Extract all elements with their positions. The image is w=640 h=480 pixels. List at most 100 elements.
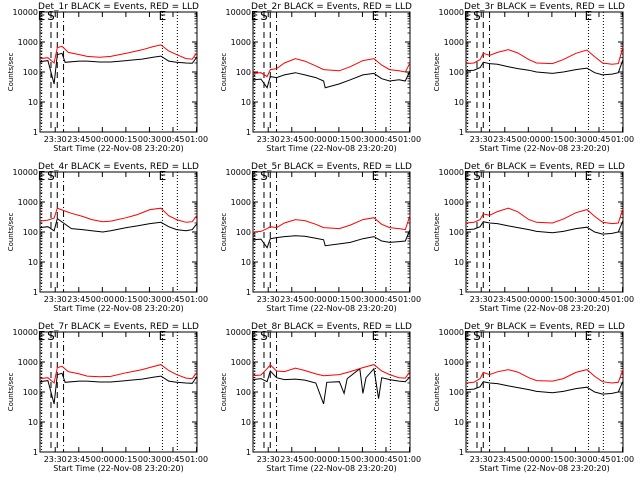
x-tick-label: 00:30 [138, 455, 161, 464]
events-series-line [465, 59, 624, 76]
x-tick-label: 00:45 [161, 135, 184, 144]
x-tick-label: 00:15 [540, 455, 563, 464]
time-marker-label: E [372, 9, 380, 23]
x-tick-label: 23:45 [280, 135, 303, 144]
y-tick-label: 1 [33, 288, 38, 297]
time-marker-label: S [473, 9, 481, 23]
events-series-line [252, 70, 411, 89]
x-tick-label: 00:45 [587, 455, 610, 464]
time-marker-label: E [159, 329, 167, 343]
y-tick-label: 10 [454, 98, 464, 107]
x-tick-label: 00:30 [564, 295, 587, 304]
x-tick-label: 00:15 [327, 135, 350, 144]
detector-panel-6: Det_6r BLACK = Events, RED = LLD 1 10 100 10… [433, 162, 634, 313]
x-tick-label: 01:00 [398, 295, 421, 304]
panel-title: Det_4r BLACK = Events, RED = LLD [38, 162, 199, 172]
time-marker-label: E [585, 329, 593, 343]
x-tick-label: 23:30 [470, 455, 493, 464]
x-tick-label: 23:45 [493, 455, 516, 464]
y-tick-label: 100 [236, 228, 251, 237]
time-marker-label: S [260, 329, 268, 343]
y-tick-label: 1 [459, 288, 464, 297]
x-tick-label: 00:00 [304, 135, 327, 144]
events-series-line [39, 372, 198, 405]
x-tick-label: 00:15 [327, 295, 350, 304]
time-marker-label: E [38, 329, 46, 343]
x-tick-label: 00:15 [540, 295, 563, 304]
time-marker-label: S [47, 329, 55, 343]
events-series-line [252, 367, 411, 405]
x-tick-label: 23:45 [67, 135, 90, 144]
x-tick-label: 23:30 [470, 295, 493, 304]
time-marker-label: E [251, 329, 259, 343]
time-marker-label: S [473, 169, 481, 183]
x-axis-label: Start Time (22-Nov-08 23:20:20) [479, 144, 609, 153]
x-tick-label: 01:00 [185, 295, 208, 304]
detector-panel-8: Det_8r BLACK = Events, RED = LLD 1 10 100 10… [220, 322, 421, 473]
time-marker-label: E [464, 9, 472, 23]
x-tick-label: 00:45 [374, 135, 397, 144]
x-axis-label: Start Time (22-Nov-08 23:20:20) [53, 144, 183, 153]
y-tick-label: 10 [241, 98, 251, 107]
x-tick-label: 00:00 [91, 295, 114, 304]
time-marker-label: S [260, 9, 268, 23]
lld-series-line [465, 369, 624, 384]
events-series-line [39, 52, 198, 85]
y-tick-label: 100 [236, 388, 251, 397]
x-tick-label: 00:15 [114, 295, 137, 304]
y-tick-label: 10000 [13, 168, 38, 177]
x-tick-label: 00:00 [517, 135, 540, 144]
x-tick-label: 23:30 [470, 135, 493, 144]
panel-title: Det_1r BLACK = Events, RED = LLD [38, 2, 199, 12]
x-tick-label: 23:30 [257, 455, 280, 464]
x-tick-label: 00:15 [327, 455, 350, 464]
time-marker-label: E [38, 169, 46, 183]
events-series-line [39, 217, 198, 233]
x-tick-label: 00:45 [374, 295, 397, 304]
y-tick-label: 1000 [444, 38, 464, 47]
x-tick-label: 23:45 [493, 295, 516, 304]
y-axis-label: Counts/sec [220, 373, 228, 412]
detector-panel-3: Det_3r BLACK = Events, RED = LLD 1 10 100 10… [433, 2, 634, 153]
panel-title: Det_8r BLACK = Events, RED = LLD [251, 322, 412, 332]
x-tick-label: 23:45 [67, 455, 90, 464]
panel-title: Det_5r BLACK = Events, RED = LLD [251, 162, 412, 172]
x-tick-label: 23:45 [493, 135, 516, 144]
detector-panel-1: Det_1r BLACK = Events, RED = LLD 1 10 100 10… [7, 2, 208, 153]
events-series-line [252, 229, 411, 249]
y-tick-label: 10 [454, 418, 464, 427]
time-marker-label: E [585, 169, 593, 183]
lld-series-line [252, 364, 411, 379]
x-tick-label: 23:30 [257, 295, 280, 304]
y-tick-label: 1000 [444, 358, 464, 367]
lld-series-line [39, 44, 198, 64]
x-tick-label: 00:00 [91, 455, 114, 464]
y-tick-label: 1 [33, 448, 38, 457]
lld-series-line [39, 207, 198, 223]
x-axis-label: Start Time (22-Nov-08 23:20:20) [266, 304, 396, 313]
panel-title: Det_3r BLACK = Events, RED = LLD [464, 2, 625, 12]
time-marker-label: E [38, 9, 46, 23]
x-tick-label: 00:00 [304, 455, 327, 464]
time-marker-label: S [47, 9, 55, 23]
x-axis-label: Start Time (22-Nov-08 23:20:20) [53, 464, 183, 473]
lld-series-line [465, 207, 624, 225]
y-tick-label: 100 [236, 68, 251, 77]
x-tick-label: 00:00 [304, 295, 327, 304]
y-tick-label: 10 [241, 418, 251, 427]
panel-title: Det_7r BLACK = Events, RED = LLD [38, 322, 199, 332]
y-tick-label: 1000 [444, 198, 464, 207]
y-tick-label: 10000 [13, 328, 38, 337]
time-marker-label: E [464, 329, 472, 343]
x-axis-label: Start Time (22-Nov-08 23:20:20) [479, 304, 609, 313]
y-tick-label: 1 [246, 288, 251, 297]
x-tick-label: 00:15 [114, 135, 137, 144]
x-tick-label: 00:00 [91, 135, 114, 144]
time-marker-label: E [251, 9, 259, 23]
detector-panel-9: Det_9r BLACK = Events, RED = LLD 1 10 100 10… [433, 322, 634, 473]
x-tick-label: 00:15 [114, 455, 137, 464]
x-tick-label: 00:45 [161, 455, 184, 464]
events-series-line [465, 220, 624, 235]
time-marker-label: E [159, 169, 167, 183]
y-tick-label: 1000 [231, 38, 251, 47]
